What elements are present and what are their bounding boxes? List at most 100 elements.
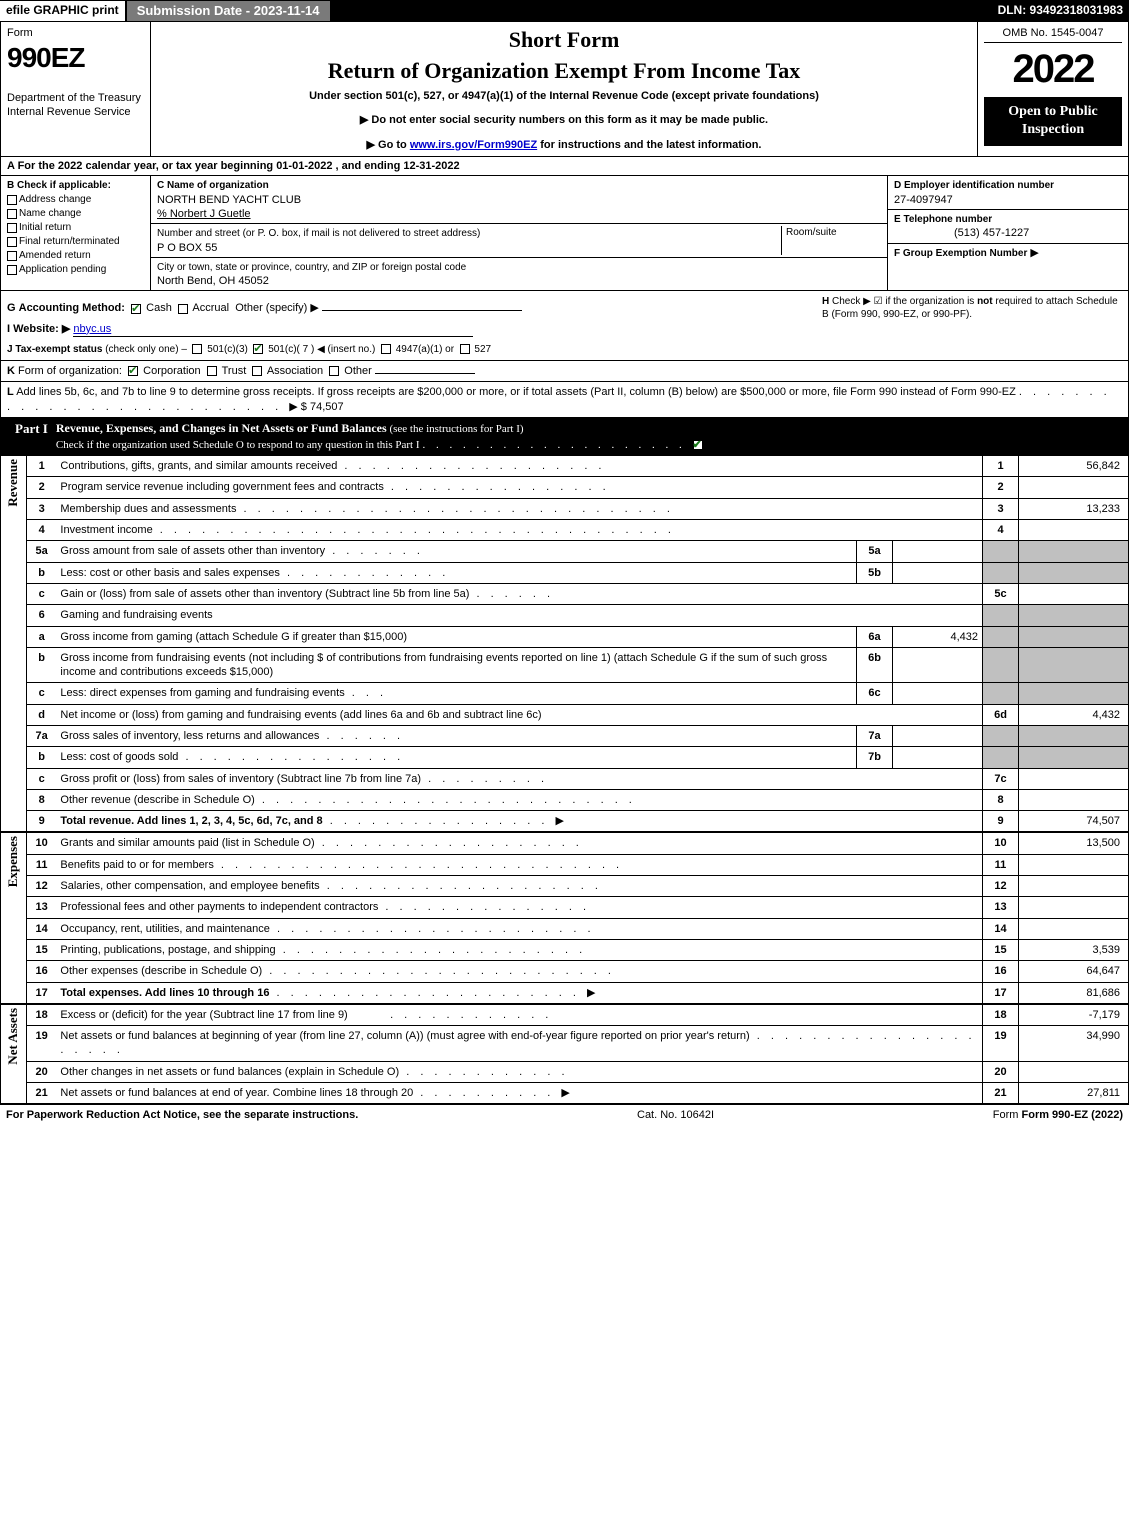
c-addr-block: Number and street (or P. O. box, if mail… [151, 224, 887, 258]
line-20-num: 20 [26, 1061, 56, 1082]
line-10-desc: Grants and similar amounts paid (list in… [56, 832, 982, 854]
c-name-lbl: Name of organization [167, 180, 269, 191]
irs-link[interactable]: www.irs.gov/Form990EZ [410, 139, 537, 151]
line-6c-text: Less: direct expenses from gaming and fu… [60, 687, 344, 699]
chk-address-change[interactable] [7, 195, 17, 205]
line-6-num: 6 [26, 605, 56, 626]
chk-accrual[interactable] [178, 304, 188, 314]
chk-trust[interactable] [207, 366, 217, 376]
chk-initial-return[interactable] [7, 223, 17, 233]
box-e-letter: E [894, 214, 901, 225]
part-1-check-dots: . . . . . . . . . . . . . . . . . . . . [423, 439, 693, 451]
box-k: K Form of organization: Corporation Trus… [0, 361, 1129, 382]
telephone-value: (513) 457-1227 [894, 227, 1029, 239]
other-org-field[interactable] [375, 373, 475, 374]
j-lbl: Tax-exempt status [15, 344, 102, 355]
line-4-desc: Investment income . . . . . . . . . . . … [56, 520, 982, 541]
submission-date-label: Submission Date - 2023-11-14 [127, 1, 330, 22]
row-line-12: 12 Salaries, other compensation, and emp… [1, 876, 1129, 897]
c-addr-lbl: Number and street (or P. O. box, if mail… [157, 228, 480, 239]
line-6c-num: c [26, 683, 56, 704]
chk-corporation[interactable] [128, 366, 138, 376]
line-1-desc: Contributions, gifts, grants, and simila… [56, 456, 982, 477]
line-6a-subnum: 6a [857, 626, 893, 647]
line-9-text: Total revenue. Add lines 1, 2, 3, 4, 5c,… [60, 815, 322, 827]
line-2-num: 2 [26, 477, 56, 498]
row-a-tax-year: A For the 2022 calendar year, or tax yea… [0, 157, 1129, 176]
chk-association[interactable] [252, 366, 262, 376]
line-7a-num: 7a [26, 725, 56, 746]
box-h: H Check ▶ ☑ if the organization is not r… [822, 295, 1122, 321]
line-5a-num: 5a [26, 541, 56, 562]
d-ein-lbl: Employer identification number [904, 180, 1054, 191]
line-5b-grey [983, 562, 1019, 583]
box-i: I Website: ▶ nbyc.us [7, 322, 1122, 337]
line-7a-subval [893, 725, 983, 746]
top-bar-left: efile GRAPHIC print Submission Date - 20… [0, 0, 330, 22]
line-5c-val [1019, 583, 1129, 604]
box-d-letter: D [894, 180, 901, 191]
section-ghij: H Check ▶ ☑ if the organization is not r… [0, 291, 1129, 361]
line-8-text: Other revenue (describe in Schedule O) [60, 794, 254, 806]
line-10-val: 13,500 [1019, 832, 1129, 854]
line-6a-greyval [1019, 626, 1129, 647]
line-11-text: Benefits paid to or for members [60, 859, 213, 871]
row-line-5a: 5a Gross amount from sale of assets othe… [1, 541, 1129, 562]
lbl-name-change: Name change [19, 207, 81, 220]
line-6b-subval [893, 647, 983, 683]
line-19-numcol: 19 [983, 1026, 1019, 1062]
chk-501c[interactable] [253, 344, 263, 354]
line-18-num: 18 [26, 1004, 56, 1026]
line-19-desc: Net assets or fund balances at beginning… [56, 1026, 982, 1062]
chk-name-change[interactable] [7, 209, 17, 219]
website-link[interactable]: nbyc.us [73, 322, 473, 337]
open-to-public: Open to Public Inspection [984, 97, 1122, 145]
line-17-numcol: 17 [983, 982, 1019, 1004]
line-21-val: 27,811 [1019, 1083, 1129, 1104]
chk-other-org[interactable] [329, 366, 339, 376]
part-1-title-sub: (see the instructions for Part I) [387, 423, 524, 435]
chk-application-pending[interactable] [7, 265, 17, 275]
chk-501c3[interactable] [192, 344, 202, 354]
department-label: Department of the Treasury Internal Reve… [7, 91, 144, 120]
line-11-num: 11 [26, 854, 56, 875]
box-h-letter: H [822, 296, 829, 307]
line-10-num: 10 [26, 832, 56, 854]
chk-527[interactable] [460, 344, 470, 354]
line-5a-grey [983, 541, 1019, 562]
chk-amended-return[interactable] [7, 251, 17, 261]
line-8-val [1019, 789, 1129, 810]
line-6d-numcol: 6d [983, 704, 1019, 725]
short-form-title: Short Form [159, 26, 969, 55]
line-21-arrow: ▶ [561, 1087, 569, 1099]
row-line-1: Revenue 1 Contributions, gifts, grants, … [1, 456, 1129, 477]
line-6c-grey [983, 683, 1019, 704]
lbl-501c: 501(c)( 7 ) ◀ (insert no.) [268, 344, 375, 355]
e-tel-lbl: Telephone number [903, 214, 992, 225]
lbl-501c3: 501(c)(3) [207, 344, 248, 355]
line-7b-subval [893, 747, 983, 768]
line-14-desc: Occupancy, rent, utilities, and maintena… [56, 918, 982, 939]
line-16-numcol: 16 [983, 961, 1019, 982]
line-10-numcol: 10 [983, 832, 1019, 854]
line-3-desc: Membership dues and assessments . . . . … [56, 498, 982, 519]
line-5b-subnum: 5b [857, 562, 893, 583]
line-6a-grey [983, 626, 1019, 647]
footer-cat: Cat. No. 10642I [637, 1108, 714, 1122]
line-7c-desc: Gross profit or (loss) from sales of inv… [56, 768, 982, 789]
chk-schedule-o[interactable] [693, 440, 703, 450]
efile-print-button[interactable]: efile GRAPHIC print [0, 1, 125, 21]
other-specify-field[interactable] [322, 310, 522, 311]
lbl-address-change: Address change [19, 193, 91, 206]
line-7b-greyval [1019, 747, 1129, 768]
box-k-letter: K [7, 365, 15, 377]
chk-final-return[interactable] [7, 237, 17, 247]
line-17-desc: Total expenses. Add lines 10 through 16 … [56, 982, 982, 1004]
line-16-text: Other expenses (describe in Schedule O) [60, 965, 262, 977]
chk-4947[interactable] [381, 344, 391, 354]
care-of: % Norbert J Guetle [157, 208, 251, 220]
lbl-other-org: Other [344, 365, 372, 377]
line-7c-text: Gross profit or (loss) from sales of inv… [60, 773, 421, 785]
chk-cash[interactable] [131, 304, 141, 314]
box-l-letter: L [7, 386, 14, 398]
